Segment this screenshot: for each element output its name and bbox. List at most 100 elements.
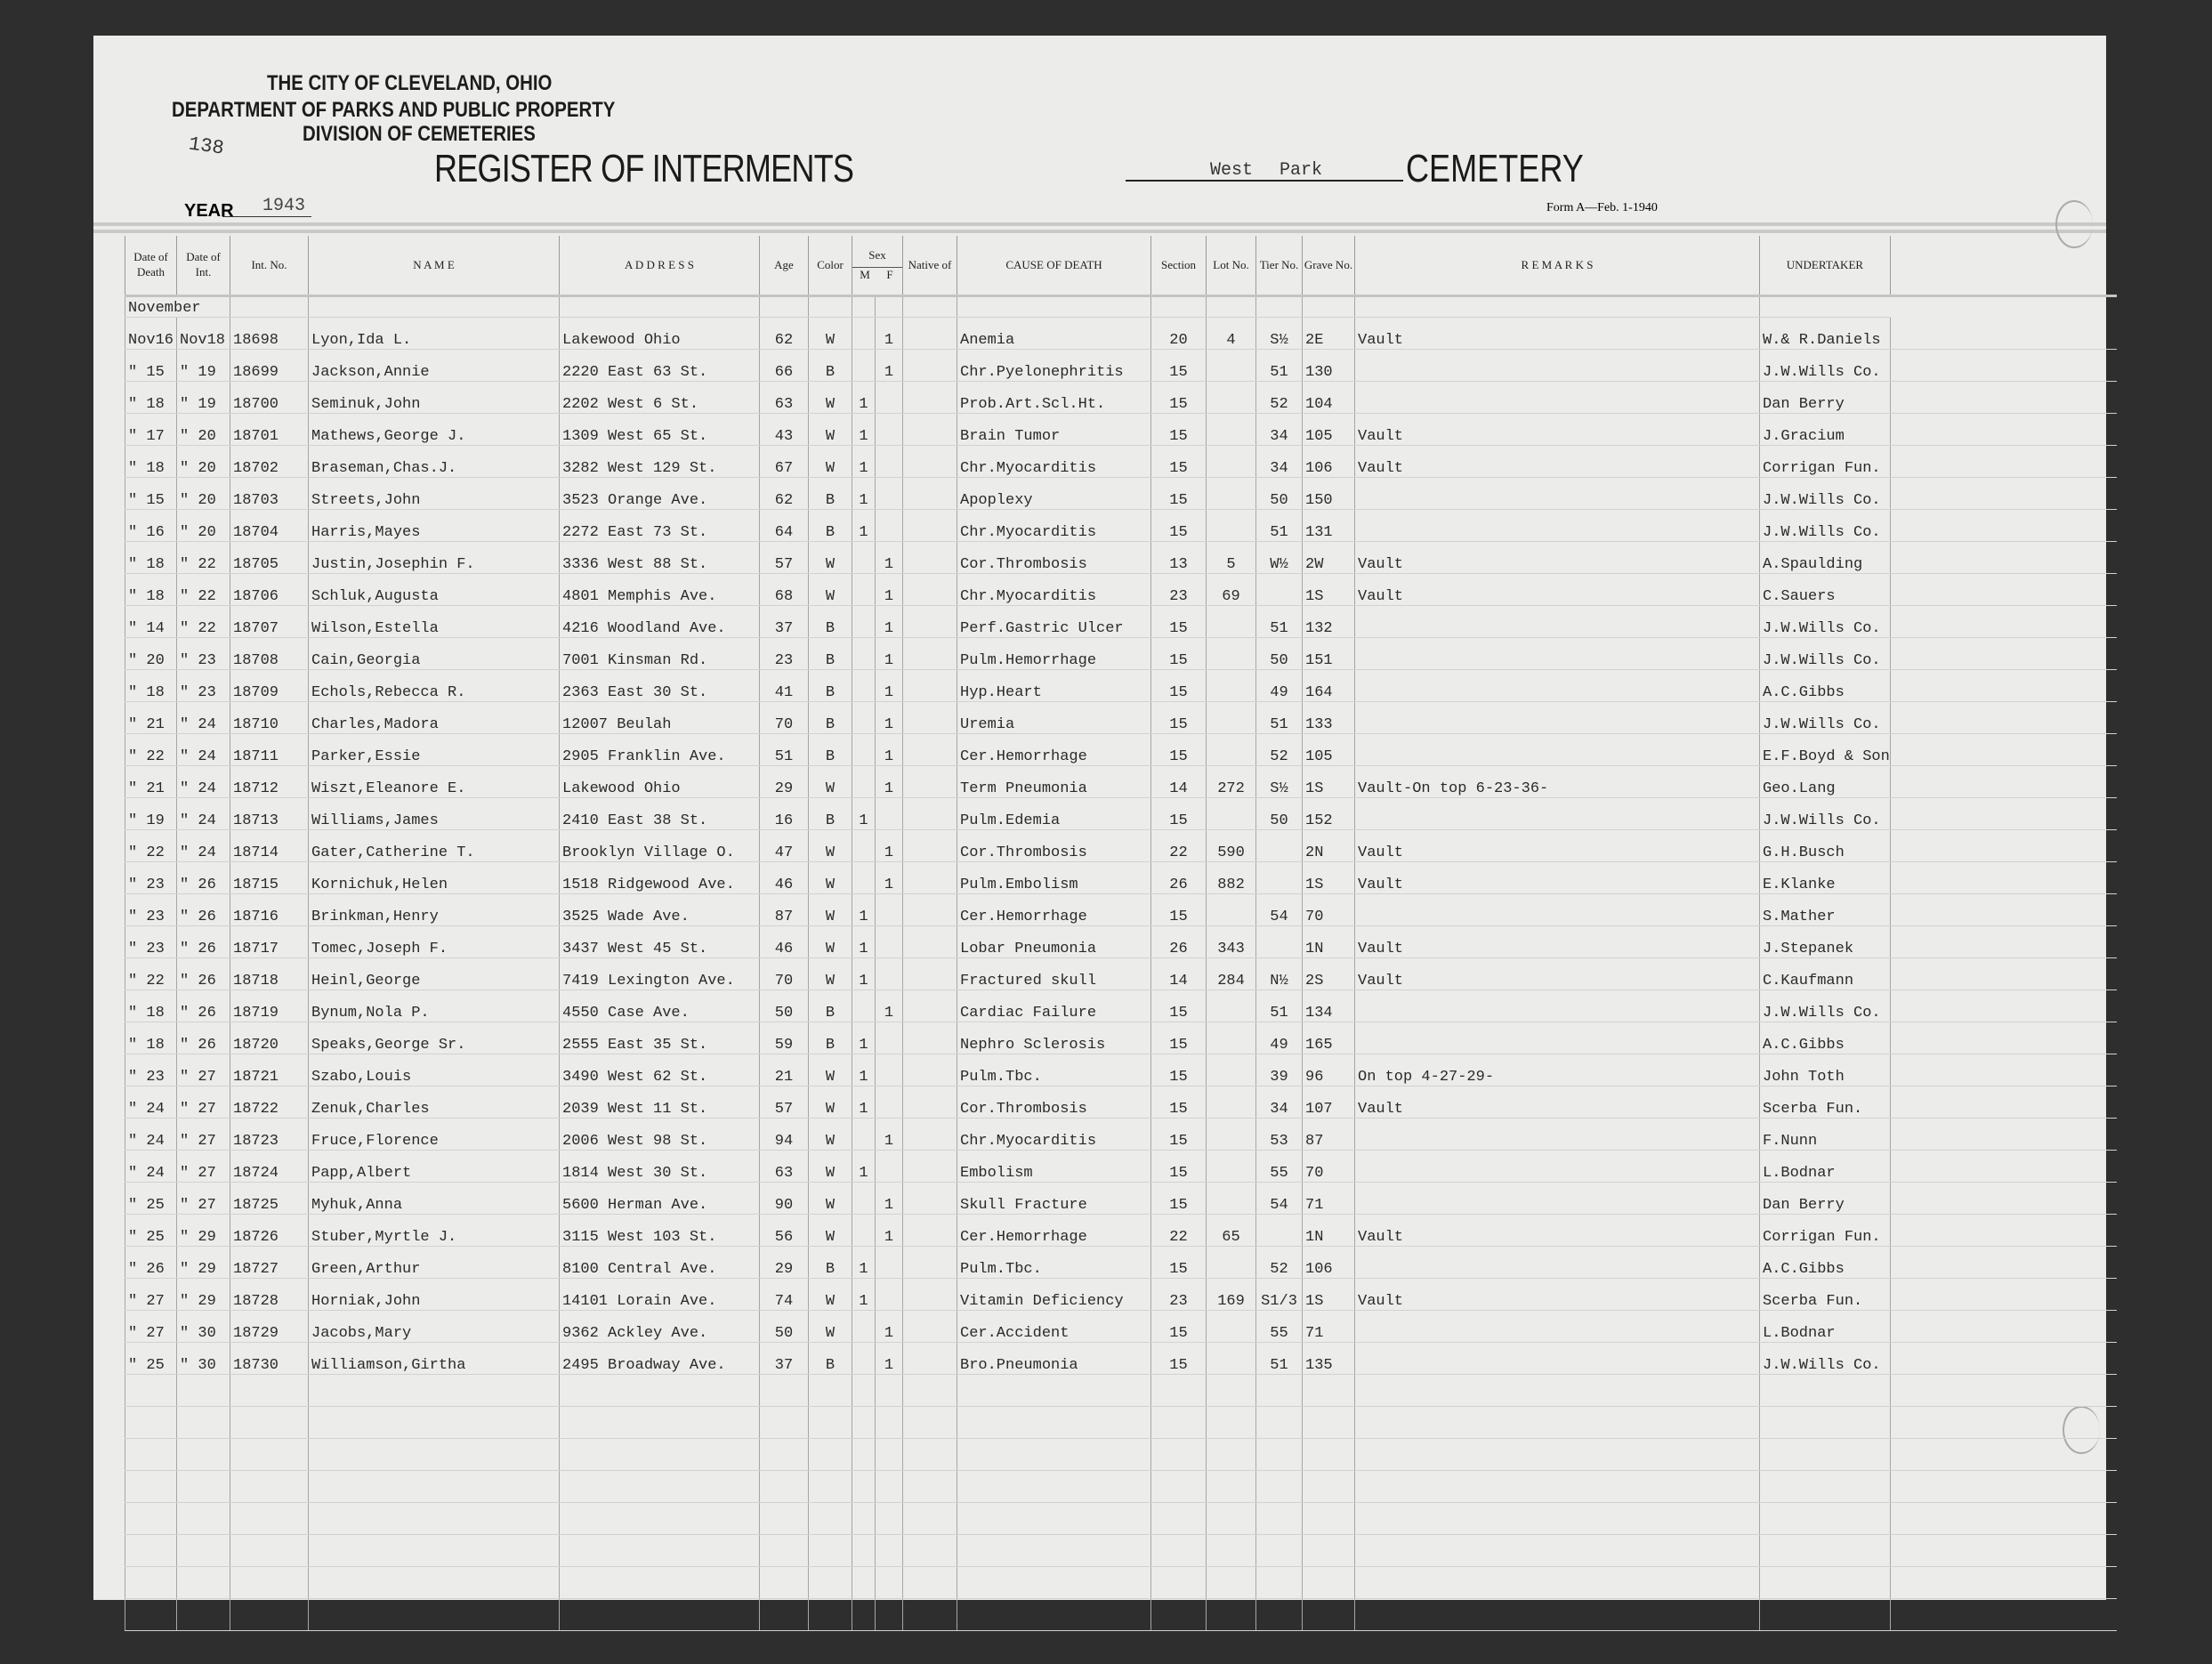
name-cell: Szabo,Louis [308, 1054, 560, 1086]
sex-female-cell: 1 [875, 701, 903, 734]
address-cell: 4550 Case Ave. [559, 990, 760, 1022]
date-of-death-cell: " 25 [125, 1182, 177, 1215]
address-cell: 3523 Orange Ave. [559, 477, 760, 510]
date-of-interment-cell: " 27 [176, 1150, 230, 1183]
lot-number-cell [1206, 797, 1256, 830]
address-cell: 3282 West 129 St. [559, 445, 760, 478]
sex-male-cell [852, 1118, 876, 1151]
empty-cell [1759, 295, 1891, 318]
undertaker-cell: J.W.Wills Co. [1759, 477, 1891, 510]
lot-number-cell: 69 [1206, 573, 1256, 606]
empty-cell [230, 1374, 309, 1407]
grave-number-cell: 105 [1302, 733, 1355, 766]
native-of-cell [902, 349, 957, 382]
empty-cell [759, 1470, 809, 1503]
name-cell: Charles,Madora [308, 701, 560, 734]
sex-female-cell [875, 509, 903, 542]
native-of-cell [902, 1310, 957, 1343]
date-of-interment-cell: " 30 [176, 1310, 230, 1343]
cause-of-death-cell: Cor.Thrombosis [957, 541, 1151, 574]
interment-number-cell: 18719 [230, 990, 309, 1022]
lot-number-cell [1206, 381, 1256, 414]
sex-female-cell [875, 1246, 903, 1279]
address-cell: 4801 Memphis Ave. [559, 573, 760, 606]
name-cell: Brinkman,Henry [308, 893, 560, 926]
register-title: REGISTER OF INTERMENTS [434, 147, 854, 190]
table-row: " 18 " 19 18700 Seminuk,John 2202 West 6 St.… [125, 381, 2118, 414]
empty-cell [808, 295, 852, 318]
grave-number-cell: 2N [1302, 829, 1355, 862]
cause-of-death-cell: Pulm.Hemorrhage [957, 637, 1151, 670]
grave-number-cell: 131 [1302, 509, 1355, 542]
table-row: " 22 " 26 18718 Heinl,George 7419 Lexington … [125, 957, 2118, 990]
remarks-cell [1354, 477, 1760, 510]
empty-cell [1206, 1534, 1256, 1567]
age-cell: 64 [759, 509, 809, 542]
name-cell: Jacobs,Mary [308, 1310, 560, 1343]
address-cell: 1518 Ridgewood Ave. [559, 861, 760, 894]
undertaker-cell: L.Bodnar [1759, 1310, 1891, 1343]
cause-of-death-cell: Term Pneumonia [957, 765, 1151, 798]
lot-number-cell [1206, 605, 1256, 638]
empty-cell [1889, 990, 2118, 1022]
date-of-interment-cell: " 26 [176, 893, 230, 926]
color-cell: W [808, 541, 852, 574]
date-of-death-cell: " 25 [125, 1214, 177, 1247]
interment-number-cell: 18718 [230, 957, 309, 990]
lot-number-cell [1206, 733, 1256, 766]
grave-number-cell: 134 [1302, 990, 1355, 1022]
age-cell: 63 [759, 381, 809, 414]
lot-number-cell: 284 [1206, 957, 1256, 990]
empty-cell [1255, 1598, 1303, 1631]
empty-cell [176, 1470, 230, 1503]
date-of-death-cell: " 21 [125, 701, 177, 734]
remarks-cell: Vault-On top 6-23-36- [1354, 765, 1760, 798]
grave-number-cell: 150 [1302, 477, 1355, 510]
divider [93, 230, 2106, 233]
name-cell: Braseman,Chas.J. [308, 445, 560, 478]
cause-of-death-cell: Chr.Pyelonephritis [957, 349, 1151, 382]
table-row: " 17 " 20 18701 Mathews,George J. 1309 West … [125, 413, 2118, 446]
header-remarks: R E M A R K S [1354, 236, 1760, 297]
undertaker-cell: J.W.Wills Co. [1759, 701, 1891, 734]
empty-cell [1889, 1246, 2118, 1279]
native-of-cell [902, 1054, 957, 1086]
empty-cell [957, 295, 1151, 318]
section-cell: 15 [1150, 1022, 1207, 1054]
empty-cell [1150, 1438, 1207, 1471]
empty-cell [1889, 509, 2118, 542]
empty-cell [176, 1502, 230, 1535]
interment-number-cell: 18727 [230, 1246, 309, 1279]
empty-row [125, 1534, 2118, 1567]
empty-cell [308, 1566, 560, 1599]
section-cell: 23 [1150, 1278, 1207, 1311]
empty-cell [125, 1406, 177, 1439]
table-row: " 25 " 30 18730 Williamson,Girtha 2495 Broad… [125, 1342, 2118, 1375]
grave-number-cell: 70 [1302, 1150, 1355, 1183]
interment-number-cell: 18704 [230, 509, 309, 542]
empty-cell [1302, 295, 1355, 318]
empty-cell [1889, 477, 2118, 510]
undertaker-cell: Corrigan Fun. [1759, 1214, 1891, 1247]
empty-cell [1302, 1598, 1355, 1631]
empty-cell [125, 1470, 177, 1503]
section-cell: 15 [1150, 413, 1207, 446]
sex-female-cell [875, 797, 903, 830]
empty-cell [875, 1534, 903, 1567]
empty-cell [1889, 413, 2118, 446]
sex-female-cell: 1 [875, 669, 903, 702]
sex-female-cell: 1 [875, 1342, 903, 1375]
interment-number-cell: 18698 [230, 317, 309, 350]
name-cell: Kornichuk,Helen [308, 861, 560, 894]
tier-number-cell: W½ [1255, 541, 1303, 574]
empty-cell [559, 295, 760, 318]
date-of-death-cell: " 23 [125, 861, 177, 894]
empty-cell [902, 1566, 957, 1599]
lot-number-cell [1206, 701, 1256, 734]
date-of-interment-cell: " 29 [176, 1214, 230, 1247]
lot-number-cell: 65 [1206, 1214, 1256, 1247]
sex-male-cell [852, 1182, 876, 1215]
grave-number-cell: 133 [1302, 701, 1355, 734]
cause-of-death-cell: Apoplexy [957, 477, 1151, 510]
empty-cell [759, 1374, 809, 1407]
